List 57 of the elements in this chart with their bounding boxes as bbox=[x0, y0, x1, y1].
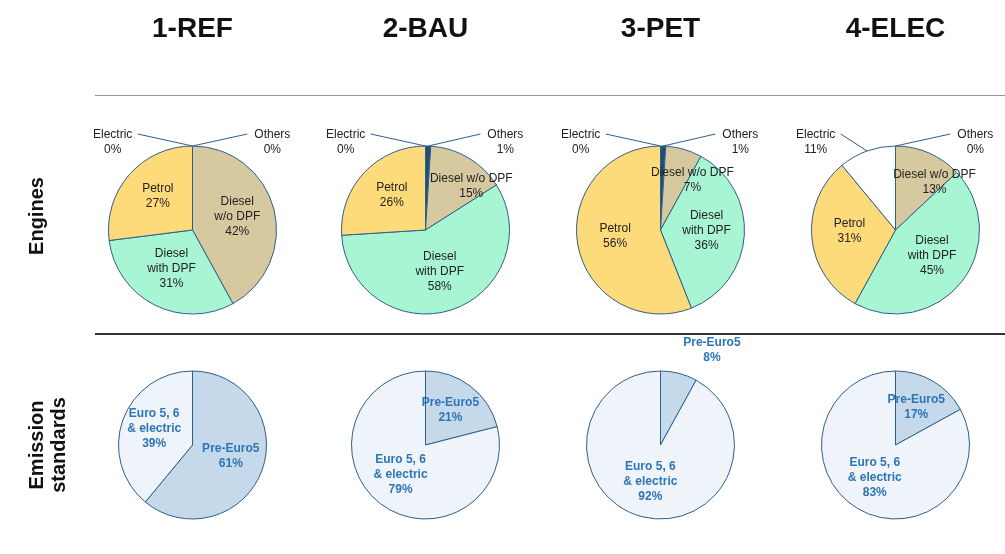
text: 0% bbox=[572, 142, 590, 156]
data-label: 21% bbox=[438, 409, 463, 424]
text: 0% bbox=[104, 142, 122, 156]
category-label: Electric bbox=[93, 127, 133, 141]
data-label: 26% bbox=[379, 195, 405, 210]
slice-label: Diesel with DPF bbox=[414, 248, 465, 278]
data-label: 39% bbox=[142, 436, 167, 451]
slice-label: Diesel w/o DPF bbox=[429, 170, 513, 185]
text: 0% bbox=[337, 142, 355, 156]
slice-label: Diesel w/o DPF bbox=[213, 193, 261, 223]
data-label: 1% bbox=[496, 142, 515, 156]
slice-label: Petrol bbox=[833, 216, 866, 231]
slice-label: Euro 5, 6 & electric bbox=[127, 406, 182, 436]
data-label: 7% bbox=[683, 179, 702, 194]
slice-label: Others bbox=[487, 127, 524, 141]
data-label: 45% bbox=[919, 263, 945, 278]
slice-label: Diesel with DPF bbox=[906, 233, 957, 263]
slice-label: Others bbox=[722, 127, 759, 141]
data-label: 92% bbox=[638, 489, 663, 504]
chart-title: 1-REF bbox=[151, 12, 234, 44]
text: Engines bbox=[25, 176, 48, 257]
slice-label: Petrol bbox=[376, 180, 408, 195]
chart-title: 4-ELEC bbox=[844, 12, 947, 44]
data-label: 83% bbox=[862, 485, 888, 500]
data-label: 8% bbox=[703, 349, 721, 364]
slice-label: Pre-Euro5 bbox=[683, 334, 741, 349]
text: Emission standards bbox=[25, 396, 70, 495]
data-label: 27% bbox=[145, 196, 171, 211]
legend-label: Others bbox=[254, 127, 291, 141]
data-label: 36% bbox=[694, 237, 719, 252]
data-label: 56% bbox=[603, 235, 628, 250]
data-label: 17% bbox=[904, 406, 929, 421]
data-label: 42% bbox=[225, 223, 250, 238]
legend-label: Electric bbox=[326, 127, 366, 141]
slice-label: Pre-Euro5 bbox=[202, 440, 260, 455]
chart-title: 3-PET bbox=[619, 12, 702, 44]
data-label: 61% bbox=[218, 455, 244, 470]
data-label: 15% bbox=[459, 185, 484, 200]
slice-label: Euro 5, 6 & electric bbox=[847, 455, 903, 485]
slice-label: Diesel with DPF bbox=[146, 246, 196, 276]
data-label: 58% bbox=[427, 278, 453, 293]
data-label: 1% bbox=[731, 142, 750, 156]
slice-label: Euro 5, 6 & electric bbox=[623, 459, 678, 489]
data-label: 31% bbox=[837, 231, 862, 246]
data-label: 31% bbox=[159, 276, 184, 291]
slice-label: Euro 5, 6 & electric bbox=[373, 452, 428, 482]
chart-title: 2-BAU bbox=[381, 12, 470, 44]
text: 0% bbox=[263, 142, 281, 156]
legend-label: Electric bbox=[561, 127, 601, 141]
data-label: 11% bbox=[804, 142, 828, 156]
slice-label: Petrol bbox=[599, 220, 631, 235]
slice-label: Petrol bbox=[142, 181, 174, 196]
slice-label: Diesel with DPF bbox=[681, 207, 731, 237]
text: 0% bbox=[966, 142, 984, 156]
data-label: 79% bbox=[388, 482, 413, 497]
legend-label: Others bbox=[957, 127, 994, 141]
slice-label: Electric bbox=[796, 127, 836, 141]
